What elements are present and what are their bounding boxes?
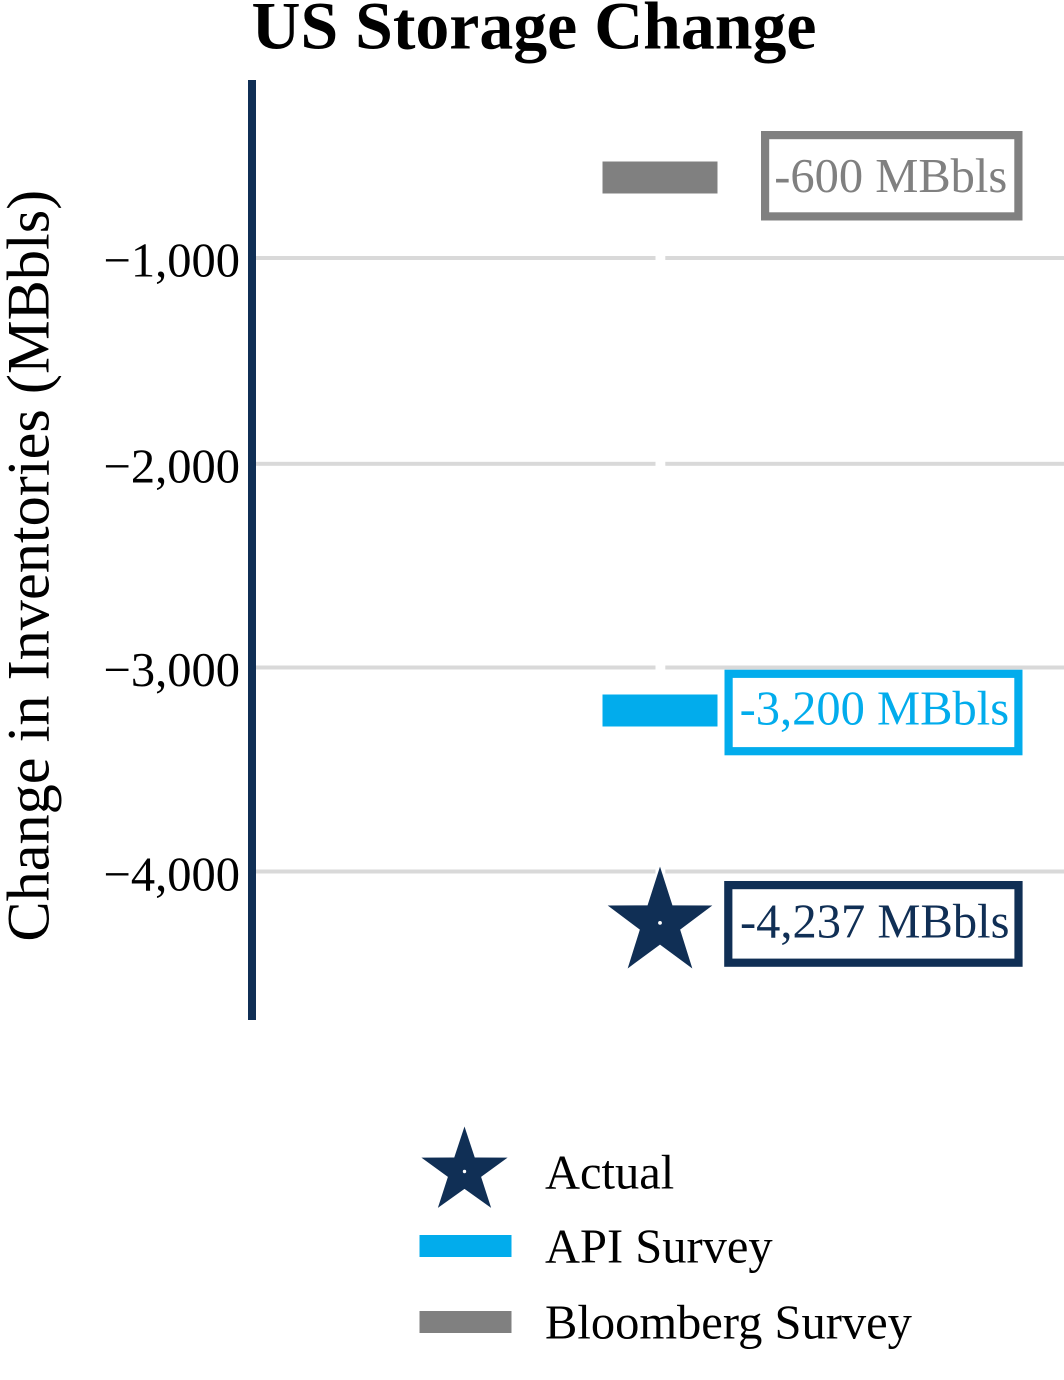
svg-text:Change in Inventories (MBbls): Change in Inventories (MBbls): [0, 190, 63, 942]
svg-text:−3,000: −3,000: [104, 644, 240, 697]
svg-text:Actual: Actual: [545, 1146, 674, 1199]
svg-text:−2,000: −2,000: [104, 440, 240, 493]
svg-text:−1,000: −1,000: [104, 235, 240, 288]
svg-text:Bloomberg Survey: Bloomberg Survey: [545, 1297, 913, 1350]
svg-text:−4,000: −4,000: [104, 849, 240, 902]
svg-text:-600 MBbls: -600 MBbls: [774, 150, 1007, 203]
svg-text:US Storage Change: US Storage Change: [252, 0, 817, 64]
svg-text:-4,237 MBbls: -4,237 MBbls: [740, 896, 1009, 949]
svg-text:API Survey: API Survey: [545, 1220, 773, 1273]
svg-text:-3,200 MBbls: -3,200 MBbls: [740, 683, 1009, 736]
